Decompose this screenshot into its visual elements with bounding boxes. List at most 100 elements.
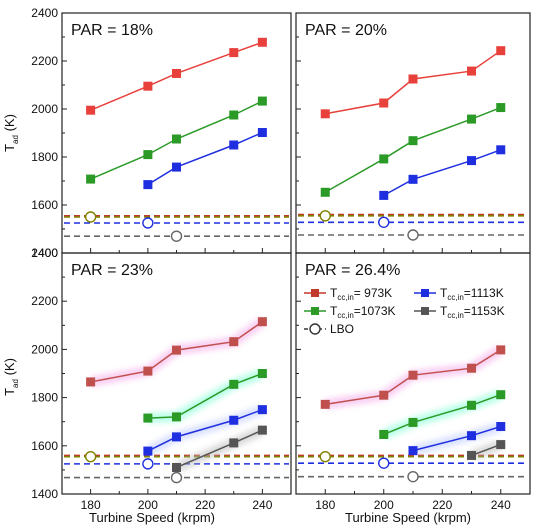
x-tick-label: 180 <box>315 498 335 512</box>
y-label-main: T <box>2 144 17 152</box>
data-point-973 <box>229 337 239 347</box>
y-tick-label: 1800 <box>31 391 58 405</box>
legend-label-rest: =1073K <box>354 304 396 318</box>
x-tick-label: 240 <box>252 498 272 512</box>
lbo-marker-1073 <box>84 211 97 223</box>
y-tick-label: 1400 <box>31 246 58 260</box>
data-point-1113 <box>257 405 267 415</box>
data-point-973 <box>379 390 389 400</box>
legend-label-lbo: LBO <box>330 322 354 336</box>
lbo-marker-1113 <box>142 458 154 470</box>
x-tick-label: 200 <box>374 498 394 512</box>
data-point-973 <box>320 399 330 409</box>
panel-title: PAR = 23% <box>71 262 153 279</box>
data-point-973 <box>172 68 181 78</box>
data-point-973 <box>257 37 267 47</box>
y-tick-label: 1400 <box>31 487 58 501</box>
data-point-1153 <box>172 462 181 472</box>
data-point-1113 <box>143 446 153 456</box>
x-tick-label: 240 <box>491 498 511 512</box>
data-point-1113 <box>408 446 418 456</box>
series-line-1153 <box>471 443 502 457</box>
legend-marker-lbo <box>309 323 321 335</box>
legend-label-sub: cc,in <box>337 311 353 320</box>
data-point-973 <box>408 74 418 84</box>
y-tick-label: 2000 <box>31 342 58 356</box>
data-point-973 <box>257 317 267 327</box>
y-axis-label-top: Tad (K) <box>2 114 20 152</box>
y-tick-label: 1600 <box>31 198 58 212</box>
y-label-sub: ad <box>11 379 20 388</box>
legend-label-rest: = 973K <box>354 286 392 300</box>
data-point-1073 <box>172 134 181 144</box>
lbo-marker-1113 <box>378 216 390 228</box>
data-point-973 <box>143 366 153 376</box>
data-point-1073 <box>320 187 330 197</box>
data-point-1113 <box>467 156 476 166</box>
data-point-1113 <box>143 180 153 190</box>
lbo-marker-1073 <box>319 210 331 222</box>
data-point-1113 <box>408 174 418 184</box>
data-point-1073 <box>408 417 418 427</box>
lbo-marker-1113 <box>142 217 154 229</box>
data-point-973 <box>379 98 389 108</box>
y-tick-label: 1600 <box>31 439 58 453</box>
data-point-1073 <box>143 150 153 160</box>
series-line-1073 <box>383 394 502 436</box>
data-point-1113 <box>496 422 506 432</box>
data-point-1113 <box>229 140 239 150</box>
lbo-marker-1073 <box>319 450 331 463</box>
lbo-marker-1073 <box>84 450 97 463</box>
legend-label-main: T <box>330 286 338 300</box>
y-tick-label: 2200 <box>31 54 58 68</box>
x-tick-label: 180 <box>81 498 101 512</box>
data-point-1073 <box>172 412 181 422</box>
legend-label-sub: cc,in <box>447 293 463 302</box>
data-point-1073 <box>86 174 96 184</box>
data-point-1113 <box>467 431 476 441</box>
data-point-1073 <box>467 400 476 410</box>
legend-marker-1153 <box>421 307 429 315</box>
legend-marker-1113 <box>421 289 429 297</box>
y-label-main: T <box>2 388 17 396</box>
series-line-1113 <box>147 408 263 452</box>
x-axis-label-right: Turbine Speed (krpm) <box>345 510 471 525</box>
lbo-marker-1153 <box>170 230 183 242</box>
chart-panel-1: 1400 1600 1800 2000 2200 2400 PAR = 18% <box>31 6 292 260</box>
lbo-marker-1153 <box>407 229 419 241</box>
data-point-973 <box>172 345 181 355</box>
data-point-1073 <box>379 154 389 164</box>
panel-title: PAR = 20% <box>305 22 387 39</box>
data-point-973 <box>229 48 239 58</box>
lbo-marker-1113 <box>378 457 390 469</box>
data-point-973 <box>496 345 506 355</box>
data-point-1153 <box>229 438 239 448</box>
data-point-1113 <box>379 190 389 200</box>
x-axis-label-left: Turbine Speed (krpm) <box>89 510 215 525</box>
data-point-973 <box>467 363 476 373</box>
data-point-1073 <box>408 136 418 146</box>
series-line-1113 <box>383 149 502 197</box>
legend-label-main: T <box>440 304 448 318</box>
data-point-1073 <box>257 369 267 378</box>
data-point-1073 <box>467 114 476 124</box>
series-line-1113 <box>147 131 263 186</box>
legend-label-rest: =1153K <box>464 304 505 318</box>
data-point-973 <box>320 109 330 119</box>
data-point-1073 <box>379 429 389 439</box>
panel-title: PAR = 26.4% <box>305 262 400 279</box>
legend-label-main: T <box>330 304 338 318</box>
lbo-marker-1153 <box>407 470 419 483</box>
data-point-1073 <box>143 413 153 423</box>
data-point-973 <box>408 370 418 380</box>
chart-panel-3: 1400 1600 1800 2000 2200 2400 180 200 220 240 PAR … <box>31 228 292 512</box>
y-label-sub: ad <box>11 135 20 144</box>
panel-title: PAR = 18% <box>71 22 153 39</box>
legend-label-973: Tcc,in= 973K <box>330 286 392 302</box>
data-point-973 <box>86 377 96 387</box>
data-point-1073 <box>229 379 239 389</box>
legend-label-1073: Tcc,in=1073K <box>330 304 396 320</box>
